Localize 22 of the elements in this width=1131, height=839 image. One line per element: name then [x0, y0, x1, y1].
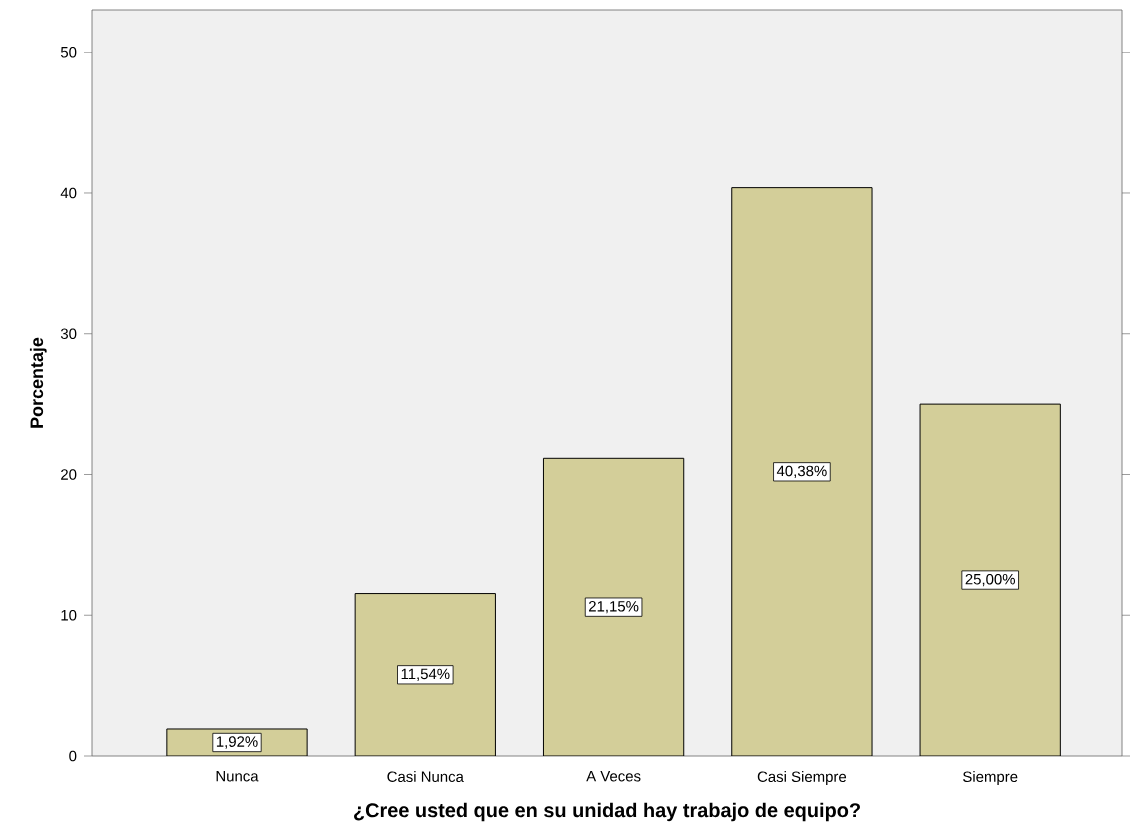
x-axis-title: ¿Cree usted que en su unidad hay trabajo de equipo? [354, 802, 860, 822]
data-label: 11,54% [401, 668, 450, 681]
y-tick-label: 10 [61, 609, 77, 621]
x-tick-label: Siempre [963, 771, 1018, 785]
y-tick-label: 50 [60, 46, 77, 58]
y-tick-label: 30 [60, 328, 77, 340]
data-label: 1,92% [216, 736, 258, 749]
bar [731, 187, 873, 756]
y-tick-label: 40 [60, 187, 77, 199]
y-axis-title: Porcentaje [29, 337, 47, 428]
bar [542, 457, 685, 756]
x-tick-label: A Veces [586, 771, 641, 782]
y-tick-label: 0 [69, 750, 77, 762]
x-tick-label: Casi Nunca [387, 771, 464, 783]
data-label: 21,15% [589, 600, 639, 614]
x-tick-label: Casi Siempre [757, 771, 847, 785]
bar [919, 403, 1061, 756]
data-label: 25,00% [965, 573, 1015, 587]
y-tick-label: 20 [61, 469, 77, 480]
data-label: 40,38% [776, 465, 827, 478]
bar [354, 593, 496, 756]
x-tick-label: Nunca [216, 771, 259, 782]
